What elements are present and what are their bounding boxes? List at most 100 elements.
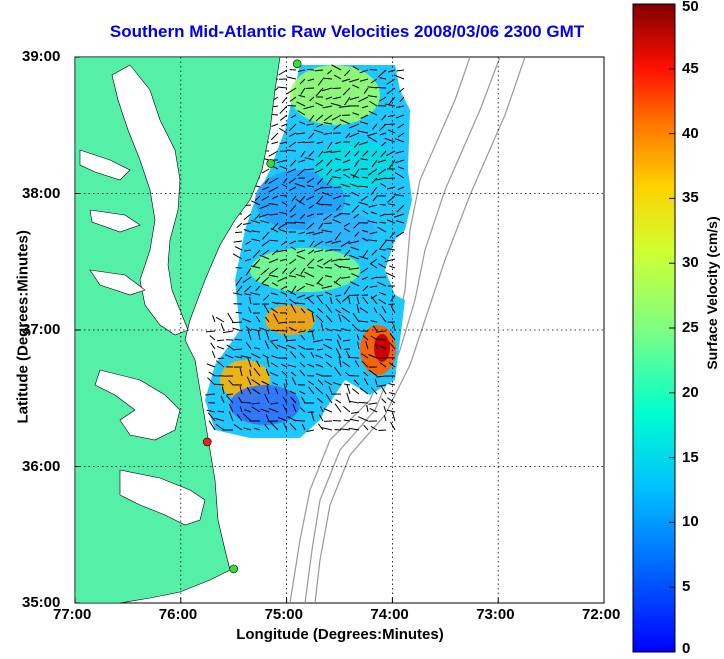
velocity-vector [339,212,351,215]
velocity-vector [243,213,252,221]
velocity-vector [357,341,360,350]
velocity-vector [338,356,342,368]
velocity-vector [311,329,315,341]
velocity-vector [258,327,270,332]
velocity-vector [348,356,360,359]
velocity-vector [270,227,279,233]
velocity-vector [317,423,324,431]
velocity-vector [372,123,378,130]
velocity-vector [271,123,279,127]
velocity-vector [307,266,315,269]
velocity-vector [393,74,405,80]
velocity-vector [386,397,396,404]
velocity-vector [321,191,333,197]
velocity-vector [304,141,315,144]
velocity-vector [370,295,378,305]
velocity-vector [304,294,315,300]
velocity-vector [365,341,369,350]
velocity-vector [375,86,387,89]
velocity-vector [349,400,360,404]
velocity-vector [378,291,387,296]
velocity-vector [271,141,279,145]
colorbar-tick-label: 25 [682,319,699,336]
velocity-vector [215,423,225,431]
velocity-vector [318,222,324,230]
velocity-vector [331,240,342,244]
velocity-vector [361,105,369,109]
velocity-vector [384,137,396,143]
velocity-vector [380,255,387,260]
velocity-vector [289,159,297,167]
velocity-vector [281,96,288,104]
velocity-vector [317,258,324,263]
velocity-vector [259,254,270,260]
x-tick-label: 74:00 [370,606,409,623]
velocity-vector [369,285,378,288]
velocity-vector [292,403,297,413]
velocity-vector [286,339,297,342]
velocity-vector [299,78,306,85]
velocity-vector [378,263,387,269]
velocity-vector [300,396,306,404]
velocity-vector [315,87,324,97]
velocity-vector [268,177,279,184]
velocity-vector [323,132,333,135]
velocity-vector [395,150,405,154]
velocity-vector [363,424,369,431]
velocity-vector [289,267,297,275]
velocity-vector [383,415,387,422]
velocity-vector [255,315,261,323]
velocity-vector [270,307,279,314]
velocity-vector [297,141,306,144]
velocity-vector [315,363,324,368]
velocity-vector [232,253,243,260]
velocity-vector [330,102,342,107]
velocity-vector [375,338,387,341]
velocity-vector [359,69,369,74]
velocity-vector [388,383,396,386]
velocity-vector [330,150,342,154]
velocity-vector [387,195,396,203]
velocity-vector [351,388,360,395]
velocity-vector [368,402,378,405]
velocity-vector [308,204,315,209]
velocity-vector [241,401,252,404]
velocity-vector [353,213,360,219]
velocity-vector [379,203,387,206]
velocity-vector [385,177,396,180]
velocity-vector [393,194,405,197]
velocity-vector [277,416,288,422]
velocity-vector [325,96,333,100]
velocity-vector [251,353,261,359]
velocity-vector [236,222,243,229]
x-axis-label: Longitude (Degrees:Minutes) [236,626,444,643]
velocity-vector [342,339,351,342]
velocity-vector [242,276,252,283]
velocity-vector [335,399,342,404]
velocity-vector [354,231,360,237]
velocity-vector [363,378,369,386]
velocity-vector [367,168,378,176]
velocity-vector [239,367,243,377]
velocity-vector [250,292,261,296]
velocity-vector [217,357,225,360]
velocity-vector [357,130,369,134]
velocity-vector [325,393,333,404]
velocity-vector [276,302,288,305]
velocity-vector [313,240,324,248]
velocity-vector [306,258,315,267]
velocity-vector [268,202,279,206]
velocity-vector [270,402,279,405]
velocity-vector [385,150,396,157]
velocity-vector [322,77,333,80]
velocity-vector [345,350,351,359]
velocity-vector [244,293,252,296]
velocity-vector [299,352,306,359]
velocity-vector [264,340,270,350]
velocity-vector [298,231,306,235]
velocity-vector [341,314,351,323]
velocity-vector [378,299,387,305]
velocity-vector [274,387,279,395]
velocity-vector [277,276,288,282]
chesapeake-bay [79,64,206,526]
